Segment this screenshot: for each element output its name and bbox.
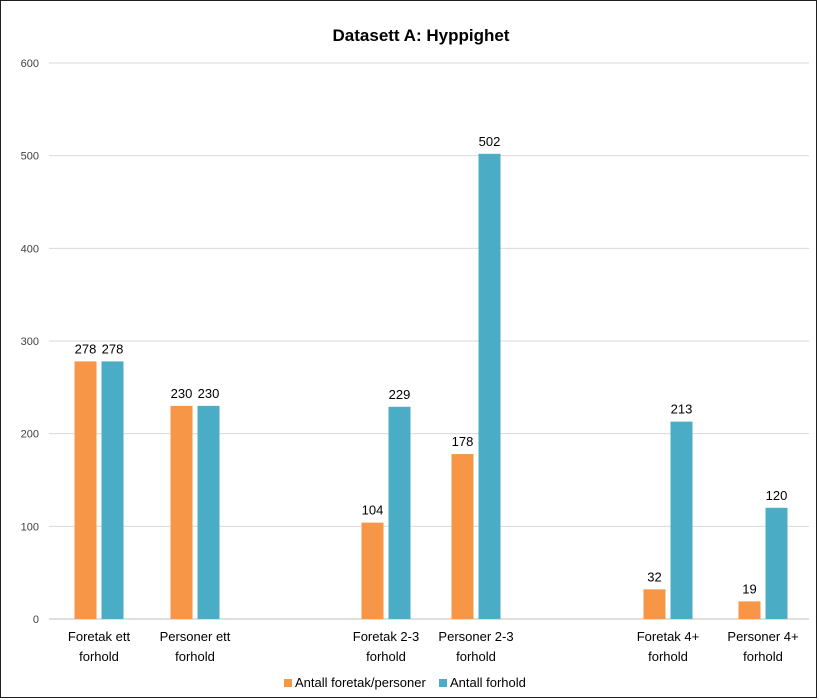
bar: [478, 153, 501, 619]
y-tick-label: 100: [21, 521, 39, 533]
data-labels: 278 230 104 178 32 19 278 230 229 502 213 120: [75, 134, 788, 597]
chart-title: Datasett A: Hyppighet: [333, 26, 510, 45]
bar: [170, 405, 193, 619]
data-label: 213: [671, 402, 693, 417]
x-tick-label: Personer ett forhold: [160, 629, 231, 664]
bar: [451, 454, 474, 619]
x-tick-label: Foretak 4+ forhold: [637, 629, 700, 664]
y-tick-label: 200: [21, 429, 39, 441]
y-tick-label: 0: [33, 614, 39, 626]
x-tick-label: Personer 4+ forhold: [727, 629, 798, 664]
y-axis-ticks: 0 100 200 300 400 500 600: [21, 58, 39, 626]
bar: [361, 522, 384, 619]
bar: [670, 421, 693, 619]
data-label: 278: [102, 341, 124, 356]
gridlines: [49, 62, 809, 620]
data-label: 230: [198, 386, 220, 401]
x-tick-label: Personer 2-3 forhold: [438, 629, 513, 664]
bar: [388, 406, 411, 619]
bar: [765, 507, 788, 619]
data-label: 19: [742, 581, 756, 596]
legend-label: Antall forhold: [450, 675, 526, 690]
data-label: 120: [766, 488, 788, 503]
x-axis-categories: Foretak ett forhold Personer ett forhold For…: [68, 629, 799, 664]
data-label: 278: [75, 341, 97, 356]
y-tick-label: 300: [21, 336, 39, 348]
bar: [738, 601, 761, 619]
x-tick-label: Foretak ett forhold: [68, 629, 131, 664]
legend-label: Antall foretak/personer: [295, 675, 426, 690]
bar: [643, 589, 666, 619]
bar: [197, 405, 220, 619]
bar: [74, 361, 97, 619]
bars: [74, 153, 788, 619]
data-label: 32: [647, 569, 661, 584]
data-label: 229: [389, 387, 411, 402]
y-tick-label: 600: [21, 58, 39, 70]
data-label: 502: [479, 134, 501, 149]
legend-swatch: [439, 679, 447, 687]
y-tick-label: 400: [21, 243, 39, 255]
y-tick-label: 500: [21, 151, 39, 163]
legend: Antall foretak/personer Antall forhold: [284, 675, 526, 690]
legend-swatch: [284, 679, 292, 687]
data-label: 104: [362, 503, 384, 518]
bar: [101, 361, 124, 619]
x-tick-label: Foretak 2-3 forhold: [353, 629, 419, 664]
data-label: 230: [171, 386, 193, 401]
data-label: 178: [452, 434, 474, 449]
